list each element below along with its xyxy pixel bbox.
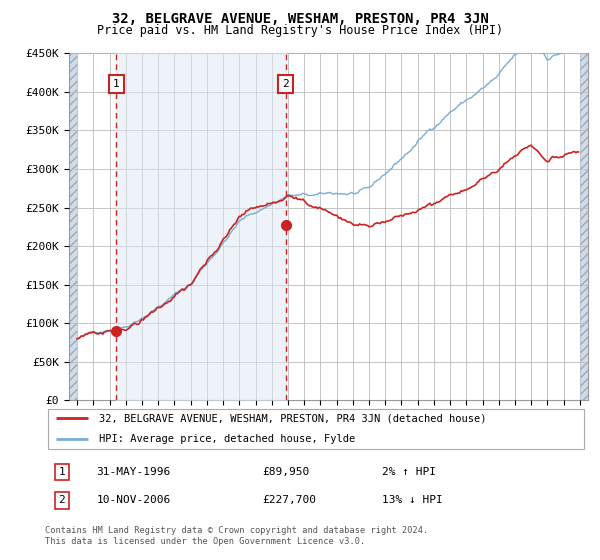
- Text: 2: 2: [283, 79, 289, 89]
- Text: 1: 1: [113, 79, 120, 89]
- Text: 1: 1: [59, 467, 65, 477]
- FancyBboxPatch shape: [48, 409, 584, 449]
- Text: Contains HM Land Registry data © Crown copyright and database right 2024.
This d: Contains HM Land Registry data © Crown c…: [45, 526, 428, 546]
- Text: 10-NOV-2006: 10-NOV-2006: [97, 496, 171, 506]
- Text: 13% ↓ HPI: 13% ↓ HPI: [382, 496, 442, 506]
- Text: 32, BELGRAVE AVENUE, WESHAM, PRESTON, PR4 3JN: 32, BELGRAVE AVENUE, WESHAM, PRESTON, PR…: [112, 12, 488, 26]
- Text: 2% ↑ HPI: 2% ↑ HPI: [382, 467, 436, 477]
- Text: £89,950: £89,950: [262, 467, 310, 477]
- Bar: [69, 53, 77, 400]
- Text: 2: 2: [59, 496, 65, 506]
- Bar: [580, 53, 588, 400]
- Text: Price paid vs. HM Land Registry's House Price Index (HPI): Price paid vs. HM Land Registry's House …: [97, 24, 503, 36]
- Text: £227,700: £227,700: [262, 496, 316, 506]
- Text: 31-MAY-1996: 31-MAY-1996: [97, 467, 171, 477]
- Text: 32, BELGRAVE AVENUE, WESHAM, PRESTON, PR4 3JN (detached house): 32, BELGRAVE AVENUE, WESHAM, PRESTON, PR…: [100, 413, 487, 423]
- Text: HPI: Average price, detached house, Fylde: HPI: Average price, detached house, Fyld…: [100, 435, 356, 445]
